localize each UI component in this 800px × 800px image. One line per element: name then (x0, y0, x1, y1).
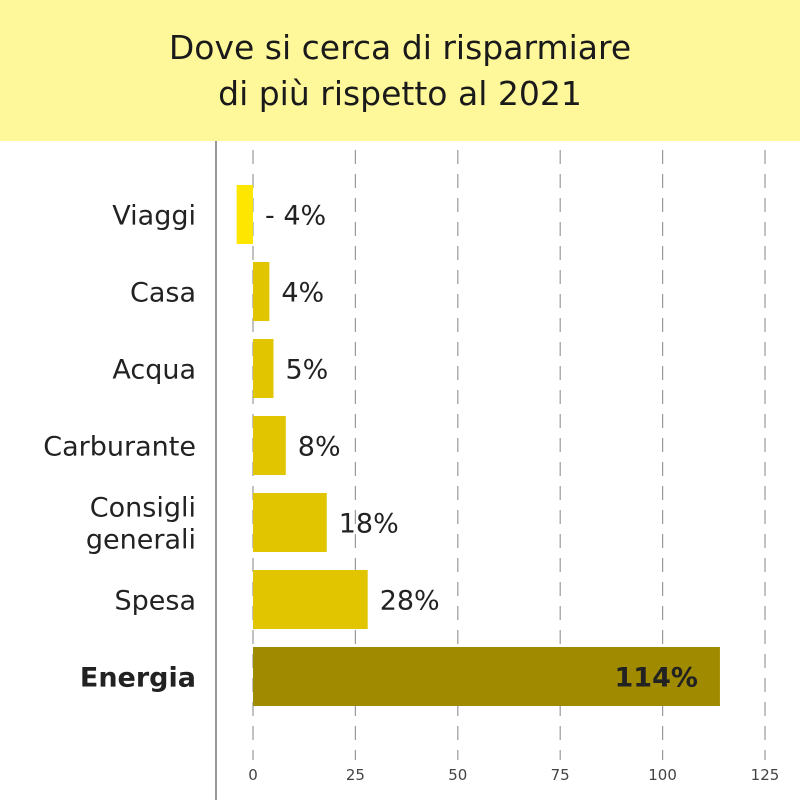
category-label: Acqua (112, 355, 196, 386)
title-line-1: Dove si cerca di risparmiare (168, 27, 632, 67)
bar (253, 570, 368, 629)
category-label: Consigli (90, 493, 196, 524)
category-label: generali (86, 525, 196, 556)
title-line-2: di più rispetto al 2021 (218, 73, 582, 113)
value-label: - 4% (265, 201, 326, 232)
value-label: 5% (285, 355, 328, 386)
bar (253, 339, 274, 398)
value-label: 8% (298, 432, 341, 463)
x-tick-label: 25 (346, 766, 365, 784)
bar (253, 493, 327, 552)
category-label: Viaggi (112, 201, 196, 232)
x-tick-label: 100 (648, 766, 677, 784)
x-tick-label: 75 (551, 766, 570, 784)
value-label: 28% (380, 586, 440, 617)
value-label: 18% (339, 509, 399, 540)
bar (236, 185, 253, 244)
category-label: Energia (80, 663, 196, 694)
x-tick-label: 125 (751, 766, 780, 784)
category-label: Carburante (43, 432, 196, 463)
bar (253, 647, 720, 706)
x-tick-label: 0 (248, 766, 258, 784)
bar (253, 416, 286, 475)
chart-header: Dove si cerca di risparmiare di più risp… (0, 0, 800, 141)
bar (253, 262, 270, 321)
category-label: Spesa (114, 586, 196, 617)
value-label: 114% (615, 663, 698, 694)
category-label: Casa (130, 278, 196, 309)
value-label: 4% (281, 278, 324, 309)
x-tick-label: 50 (448, 766, 467, 784)
